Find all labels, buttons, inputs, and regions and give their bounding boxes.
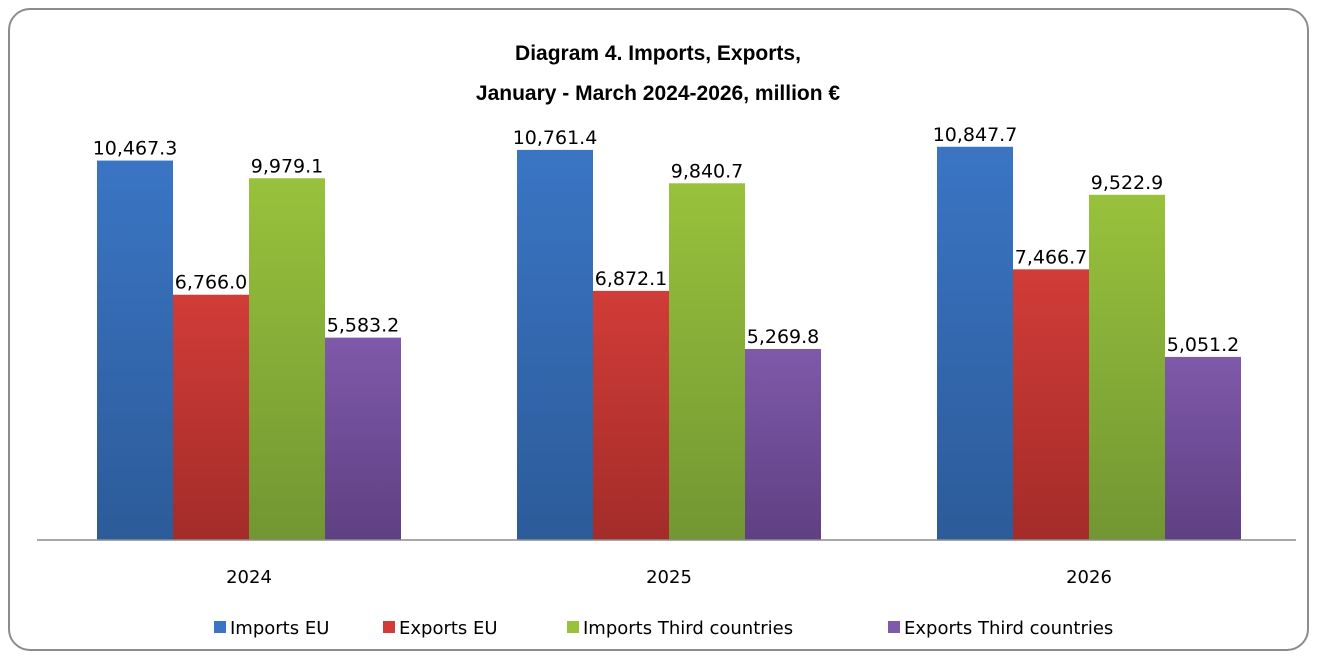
value-label-2025-series-2: 6,872.1 — [595, 268, 668, 290]
legend-swatch-series-2 — [383, 621, 395, 633]
legend-swatch-series-4 — [888, 621, 900, 633]
bar-2026-series-2 — [1013, 269, 1089, 540]
value-label-2025-series-1: 10,761.4 — [513, 127, 598, 149]
legend-swatch-series-3 — [567, 621, 579, 633]
value-label-2024-series-4: 5,583.2 — [327, 315, 400, 337]
x-tick-label: 2026 — [1066, 567, 1112, 588]
bar-2025-series-3 — [669, 183, 745, 540]
value-label-2024-series-1: 10,467.3 — [93, 138, 178, 160]
bar-2025-series-2 — [593, 290, 669, 540]
x-tick-label: 2025 — [646, 567, 692, 588]
bar-2026-series-1 — [937, 146, 1013, 540]
value-label-2026-series-4: 5,051.2 — [1167, 334, 1240, 356]
value-label-2026-series-2: 7,466.7 — [1015, 246, 1088, 268]
chart-title-line-2: January - March 2024-2026, million € — [476, 82, 840, 105]
bar-2024-series-2 — [173, 294, 249, 540]
legend-label-series-4: Exports Third countries — [904, 618, 1113, 639]
x-tick-labels-group: 2024 2025 2026 — [226, 567, 1112, 588]
value-label-2026-series-3: 9,522.9 — [1091, 172, 1164, 194]
value-label-2025-series-3: 9,840.7 — [671, 160, 744, 182]
bar-2025-series-1 — [517, 149, 593, 541]
bar-2026-series-4 — [1165, 356, 1241, 540]
legend: Imports EU Exports EU Imports Third countr… — [214, 618, 1113, 639]
value-label-2025-series-4: 5,269.8 — [747, 326, 820, 348]
legend-swatch-series-1 — [214, 621, 226, 633]
chart-title-line-1: Diagram 4. Imports, Exports, — [515, 42, 801, 65]
value-labels-group: 10,467.3 6,766.0 9,979.1 5,583.2 10,761.4 6,8… — [93, 124, 1240, 356]
legend-label-series-1: Imports EU — [230, 618, 329, 639]
bars-group — [97, 146, 1241, 541]
legend-label-series-2: Exports EU — [399, 618, 498, 639]
value-label-2024-series-3: 9,979.1 — [251, 155, 324, 177]
x-tick-label: 2024 — [226, 567, 272, 588]
bar-2026-series-3 — [1089, 194, 1165, 541]
bar-2025-series-4 — [745, 348, 821, 540]
value-label-2024-series-2: 6,766.0 — [175, 272, 248, 294]
legend-label-series-3: Imports Third countries — [583, 618, 793, 639]
bar-2024-series-3 — [249, 178, 325, 540]
value-label-2026-series-1: 10,847.7 — [933, 124, 1018, 146]
bar-2024-series-1 — [97, 160, 173, 541]
bar-2024-series-4 — [325, 337, 401, 540]
